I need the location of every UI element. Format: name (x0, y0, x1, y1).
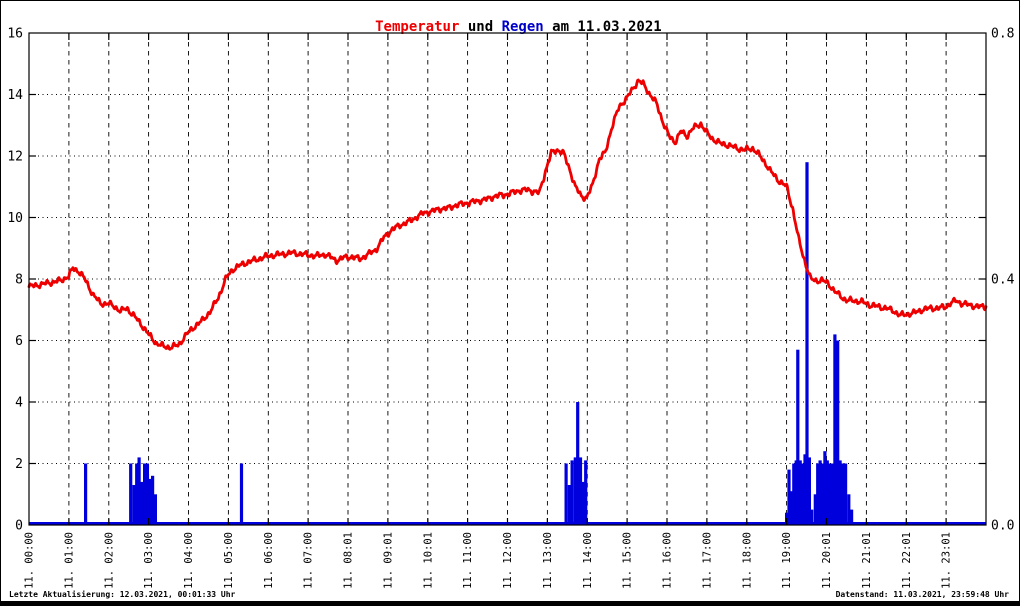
svg-text:11. 16:00: 11. 16:00 (662, 532, 674, 589)
svg-text:0.4: 0.4 (991, 273, 1015, 288)
svg-text:11. 00:00: 11. 00:00 (24, 532, 36, 589)
svg-text:2: 2 (15, 457, 23, 472)
svg-text:12: 12 (7, 150, 23, 165)
y-left-labels: 0 2 4 6 8 10 12 14 16 (7, 27, 23, 534)
svg-text:0.0: 0.0 (991, 519, 1014, 534)
svg-text:11. 06:00: 11. 06:00 (263, 532, 275, 589)
svg-text:0.8: 0.8 (991, 27, 1014, 42)
svg-text:11. 19:00: 11. 19:00 (781, 532, 793, 589)
svg-text:11. 10:01: 11. 10:01 (422, 532, 434, 589)
svg-text:11. 23:01: 11. 23:01 (941, 532, 953, 589)
svg-text:16: 16 (7, 27, 23, 42)
svg-text:0: 0 (15, 519, 23, 534)
svg-text:11. 07:00: 11. 07:00 (303, 532, 315, 589)
svg-text:11. 13:00: 11. 13:00 (542, 532, 554, 589)
svg-text:6: 6 (15, 334, 23, 349)
title-series-regen: Regen (501, 19, 544, 35)
bottom-bar (0, 601, 1020, 606)
svg-text:11. 14:00: 11. 14:00 (582, 532, 594, 589)
svg-text:11. 11:00: 11. 11:00 (462, 532, 474, 589)
svg-text:11. 08:01: 11. 08:01 (343, 532, 355, 589)
svg-text:11. 12:00: 11. 12:00 (502, 532, 514, 589)
svg-text:8: 8 (15, 273, 23, 288)
svg-text:11. 22:01: 11. 22:01 (901, 532, 913, 589)
temperature-line (27, 78, 988, 351)
svg-text:4: 4 (15, 396, 23, 411)
svg-text:11. 15:00: 11. 15:00 (622, 532, 634, 589)
svg-text:11. 04:00: 11. 04:00 (183, 532, 195, 589)
axis-ticks (29, 33, 986, 525)
svg-text:11. 09:01: 11. 09:01 (382, 532, 394, 589)
svg-text:11. 02:00: 11. 02:00 (103, 532, 115, 589)
title-series-temperatur: Temperatur (375, 19, 460, 35)
title-und: und (459, 19, 502, 35)
svg-text:10: 10 (7, 211, 23, 226)
svg-text:11. 03:00: 11. 03:00 (143, 532, 155, 589)
title-date: am 11.03.2021 (543, 19, 662, 35)
svg-text:11. 01:00: 11. 01:00 (63, 532, 75, 589)
x-tick-labels: 11. 00:00 11. 01:00 11. 02:00 11. 03:00 11. … (24, 532, 953, 589)
svg-text:11. 21:01: 11. 21:01 (861, 532, 873, 589)
svg-text:14: 14 (7, 88, 23, 103)
svg-text:11. 05:00: 11. 05:00 (223, 532, 235, 589)
svg-text:11. 17:00: 11. 17:00 (701, 532, 713, 589)
chart-title: Temperatur und Regen am 11.03.2021 (0, 3, 1020, 35)
y-right-labels: 0.0 0.4 0.8 (991, 27, 1015, 534)
footer-last-update: Letzte Aktualisierung: 12.03.2021, 00:01… (9, 590, 236, 599)
svg-text:11. 20:01: 11. 20:01 (821, 532, 833, 589)
chart-canvas: 0 2 4 6 8 10 12 14 16 0.0 0.4 0.8 11. 00:00 11. 01:00… (7, 27, 1015, 589)
svg-text:11. 18:00: 11. 18:00 (741, 532, 753, 589)
footer-data-state: Datenstand: 11.03.2021, 23:59:48 Uhr (835, 590, 1009, 599)
